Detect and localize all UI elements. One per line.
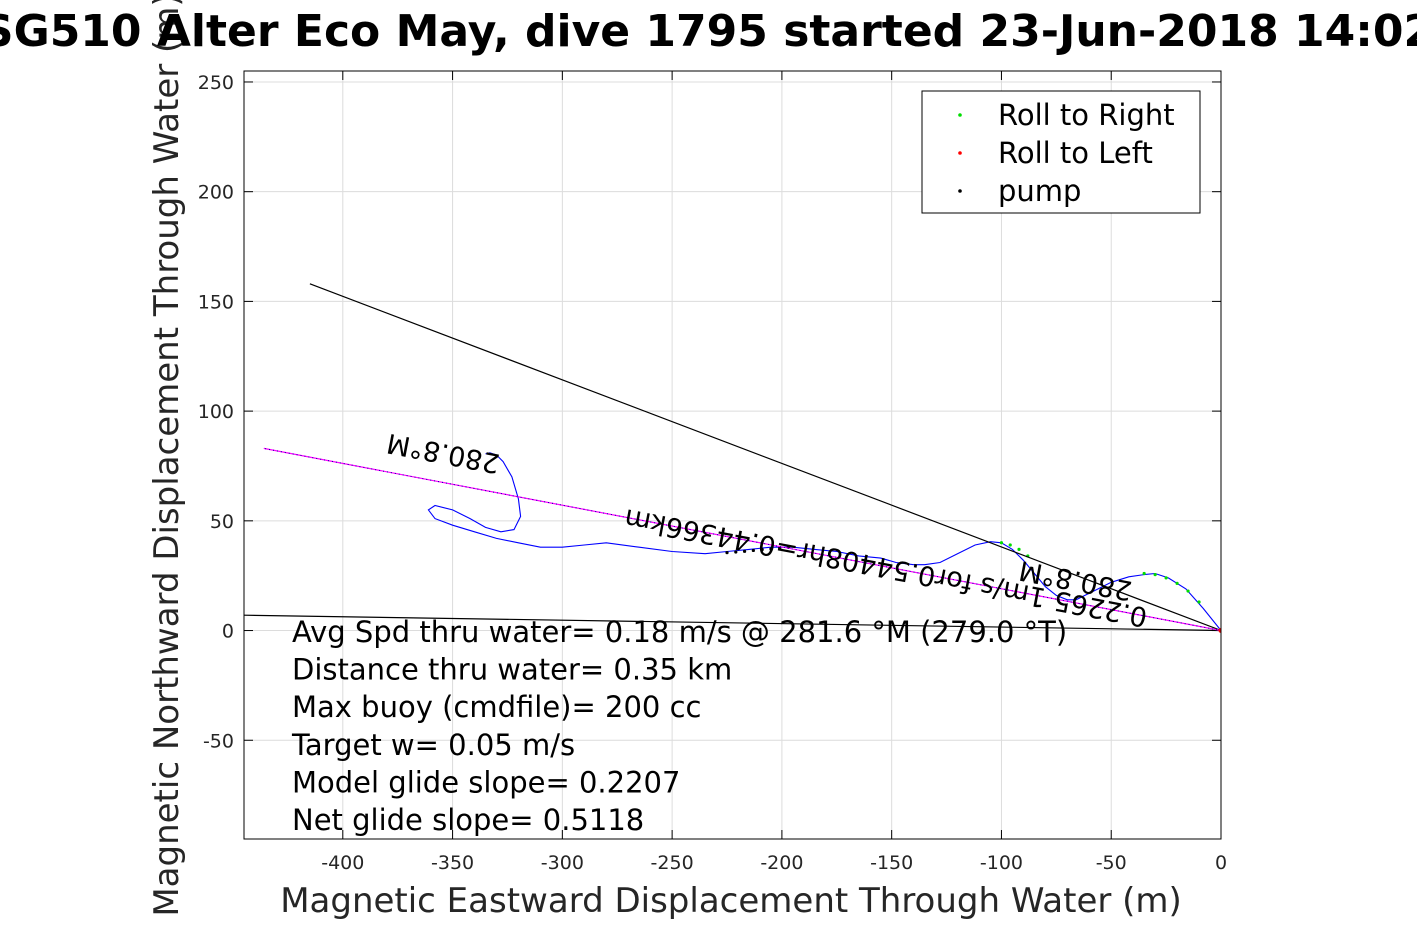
legend: Roll to Right Roll to Left pump — [921, 90, 1201, 214]
stats-annotation: Model glide slope= 0.2207 — [292, 765, 680, 799]
roll-right-point — [1008, 543, 1012, 547]
x-tick-label: -200 — [760, 852, 803, 874]
y-tick-label: -50 — [203, 730, 234, 752]
roll-right-point — [1164, 576, 1168, 580]
legend-marker — [958, 189, 962, 193]
x-tick-label: -400 — [321, 852, 364, 874]
stats-annotation: Max buoy (cmdfile)= 200 cc — [292, 690, 701, 724]
origin-marker — [1218, 628, 1221, 634]
roll-right-point — [1142, 571, 1146, 576]
pump-point — [760, 547, 764, 552]
net-displacement-line — [263, 447, 1221, 632]
pump-point — [725, 551, 729, 555]
x-tick-label: -100 — [980, 852, 1023, 874]
legend-marker — [958, 113, 962, 117]
y-tick-label: 250 — [198, 72, 234, 94]
stats-annotation: Net glide slope= 0.5118 — [292, 803, 644, 837]
y-tick-label: 50 — [210, 511, 234, 533]
axis-ticks: -400 -350 -300 -250 -200 -150 -100 -50 0 -50 0 50 10… — [198, 71, 1227, 874]
heading-line-1-line — [309, 283, 1221, 632]
pump-point — [751, 548, 755, 553]
grid — [244, 71, 1222, 839]
legend-entry: Roll to Right — [998, 98, 1175, 132]
x-tick-label: 0 — [1215, 852, 1227, 874]
roll-right-point — [999, 541, 1004, 545]
x-tick-label: -150 — [870, 852, 913, 874]
stats-annotation: Distance thru water= 0.35 km — [292, 653, 732, 687]
x-tick-label: -50 — [1096, 852, 1127, 874]
roll-right-point — [1017, 547, 1021, 551]
annotations: Avg Spd thru water= 0.18 m/s @ 281.6 °M … — [291, 615, 1067, 837]
legend-entry: pump — [998, 174, 1081, 208]
roll-right-point — [1153, 572, 1157, 577]
legend-box — [921, 90, 1201, 214]
roll-right-point — [1197, 600, 1201, 604]
stats-annotation: Target w= 0.05 m/s — [291, 728, 575, 762]
roll-right-point — [1186, 589, 1190, 593]
plot-frame — [243, 70, 1222, 840]
pump-point — [769, 547, 773, 551]
x-axis-label: Magnetic Eastward Displacement Through W… — [280, 881, 1182, 921]
y-tick-label: 200 — [198, 182, 234, 204]
y-tick-label: 100 — [198, 401, 234, 423]
track-line — [427, 452, 1221, 631]
roll-right-point — [1175, 581, 1179, 585]
x-tick-label: -300 — [541, 852, 584, 874]
y-tick-label: 150 — [198, 291, 234, 313]
legend-entry: Roll to Left — [998, 136, 1153, 170]
x-tick-label: -350 — [431, 852, 474, 874]
pump-point — [742, 549, 747, 553]
stats-annotation: Avg Spd thru water= 0.18 m/s @ 281.6 °M … — [292, 615, 1067, 649]
x-tick-label: -250 — [651, 852, 694, 874]
y-tick-label: 0 — [222, 621, 234, 643]
pump-point — [734, 550, 738, 554]
series-layer — [244, 283, 1221, 634]
legend-marker — [958, 151, 962, 155]
chart-title: SG510 Alter Eco May, dive 1795 started 2… — [0, 6, 1417, 57]
heading-line-2-line — [244, 614, 1221, 632]
y-axis-label: Magnetic Northward Displacement Through … — [147, 0, 187, 917]
